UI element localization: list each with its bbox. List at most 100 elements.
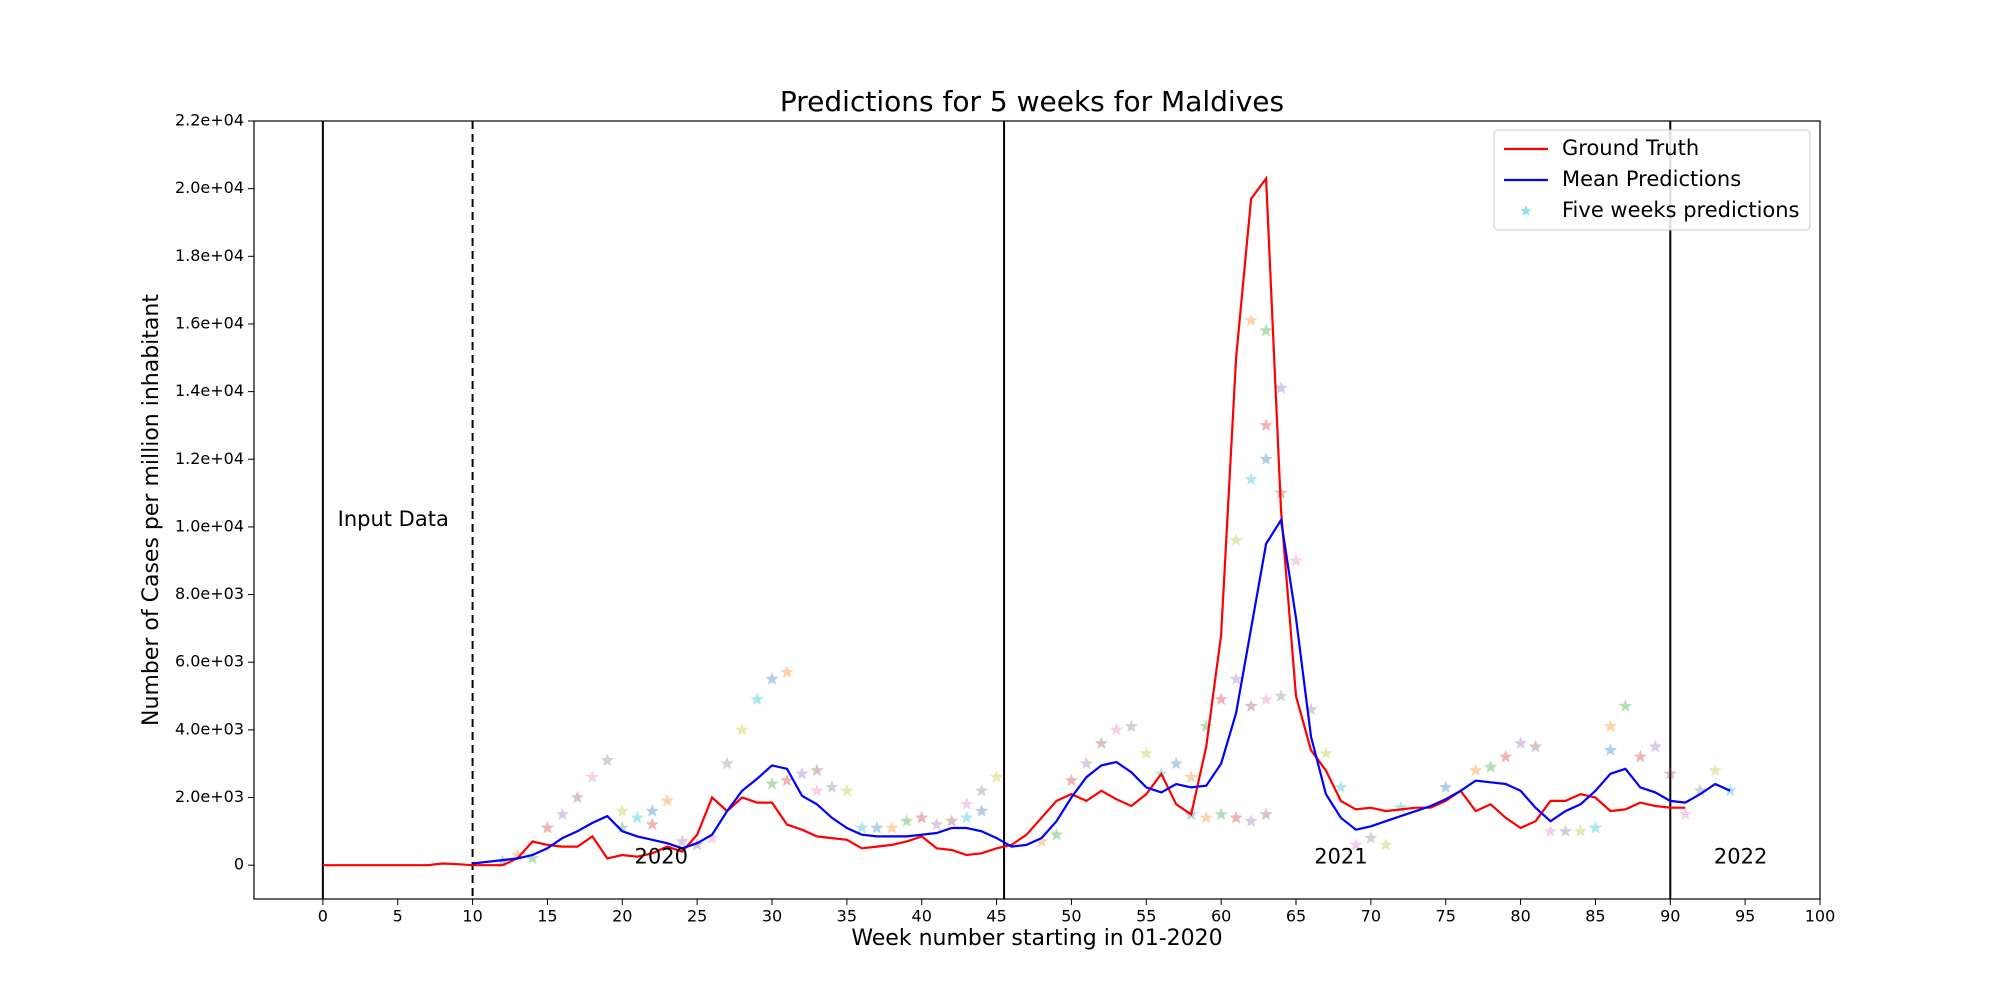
x-tick-label: 35 (837, 907, 857, 926)
prediction-point (1259, 452, 1273, 465)
prediction-point (540, 821, 555, 834)
prediction-point (1049, 827, 1064, 841)
prediction-point (525, 851, 540, 865)
prediction-point (915, 810, 929, 824)
prediction-point (570, 790, 584, 804)
prediction-point (1558, 824, 1573, 837)
x-tick-label: 15 (537, 907, 557, 926)
prediction-point (645, 804, 659, 817)
y-tick-label: 8.0e+03 (175, 584, 244, 603)
y-tick-label: 1.4e+04 (175, 381, 244, 400)
prediction-point (930, 817, 944, 831)
x-tick-label: 90 (1660, 907, 1680, 926)
prediction-point (1199, 719, 1213, 733)
y-tick-label: 4.0e+03 (175, 719, 244, 738)
prediction-point (1349, 837, 1363, 851)
x-tick-label: 10 (462, 907, 482, 926)
prediction-point (780, 773, 794, 787)
legend-marker (1520, 205, 1532, 216)
x-tick-label: 45 (986, 907, 1006, 926)
x-tick-label: 40 (912, 907, 932, 926)
prediction-point (660, 793, 674, 807)
prediction-point (1603, 743, 1618, 756)
x-tick-label: 5 (393, 907, 403, 926)
prediction-point (600, 753, 614, 766)
y-tick-label: 0 (234, 855, 244, 874)
prediction-point (1124, 719, 1138, 733)
x-tick-label: 50 (1061, 907, 1081, 926)
prediction-point (795, 766, 809, 780)
prediction-point (1094, 736, 1108, 750)
prediction-point (1244, 699, 1258, 712)
prediction-point (555, 807, 570, 821)
y-tick-label: 2.2e+04 (175, 111, 244, 130)
annotation: 2020 (634, 844, 687, 868)
prediction-point (1199, 810, 1213, 824)
prediction-point (1648, 739, 1662, 753)
prediction-point (1319, 746, 1333, 760)
prediction-point (1469, 763, 1483, 777)
x-tick-label: 85 (1585, 907, 1605, 926)
prediction-point (1379, 837, 1393, 851)
y-tick-label: 2.0e+04 (175, 178, 244, 197)
x-tick-label: 80 (1510, 907, 1530, 926)
x-tick-label: 65 (1286, 907, 1306, 926)
x-tick-label: 60 (1211, 907, 1231, 926)
prediction-point (1498, 749, 1513, 763)
prediction-point (1259, 323, 1273, 337)
y-tick-label: 6.0e+03 (175, 652, 244, 671)
prediction-point (630, 810, 644, 824)
prediction-point (960, 810, 974, 824)
prediction-point (1439, 780, 1453, 793)
annotation: Input Data (338, 507, 449, 531)
prediction-point (1109, 722, 1123, 736)
prediction-point (960, 797, 974, 810)
prediction-point (675, 834, 689, 848)
prediction-point (1079, 756, 1094, 770)
x-tick-label: 75 (1436, 907, 1456, 926)
prediction-point (840, 783, 854, 797)
series-line (472, 517, 1731, 865)
annotation: 2022 (1714, 844, 1767, 868)
prediction-point (645, 817, 659, 831)
prediction-point (1169, 756, 1183, 770)
y-axis-label: Number of Cases per million inhabitant (139, 294, 164, 726)
prediction-point (1513, 736, 1528, 750)
prediction-point (1708, 763, 1722, 777)
legend-label: Five weeks predictions (1562, 198, 1800, 222)
y-tick-label: 1.8e+04 (175, 246, 244, 265)
prediction-point (765, 672, 779, 685)
prediction-point (1259, 807, 1273, 821)
legend-label: Ground Truth (1562, 136, 1699, 160)
plot-frame (253, 120, 1821, 900)
legend-box (1493, 129, 1811, 231)
prediction-point (1364, 831, 1378, 844)
prediction-point (735, 722, 749, 736)
y-tick-label: 1.6e+04 (175, 313, 244, 332)
prediction-point (1214, 692, 1228, 706)
prediction-point (1678, 807, 1692, 821)
prediction-point (1618, 699, 1632, 712)
prediction-point (765, 777, 779, 790)
chart-title: Predictions for 5 weeks for Maldives (780, 85, 1284, 118)
prediction-point (585, 770, 599, 783)
prediction-point (615, 804, 629, 817)
prediction-point (1274, 689, 1288, 702)
x-tick-label: 0 (318, 907, 328, 926)
prediction-point (615, 821, 629, 834)
prediction-point (1633, 749, 1647, 763)
prediction-point (510, 848, 525, 861)
x-axis-label: Week number starting in 01-2020 (851, 926, 1222, 951)
prediction-point (1034, 834, 1049, 848)
prediction-point (1603, 719, 1618, 733)
x-tick-label: 20 (612, 907, 632, 926)
prediction-point (945, 814, 959, 827)
prediction-point (1693, 783, 1707, 797)
x-tick-label: 70 (1361, 907, 1381, 926)
prediction-point (810, 763, 824, 777)
prediction-point (1229, 533, 1243, 547)
prediction-point (1244, 472, 1258, 486)
prediction-point (825, 780, 839, 793)
prediction-point (720, 756, 734, 770)
